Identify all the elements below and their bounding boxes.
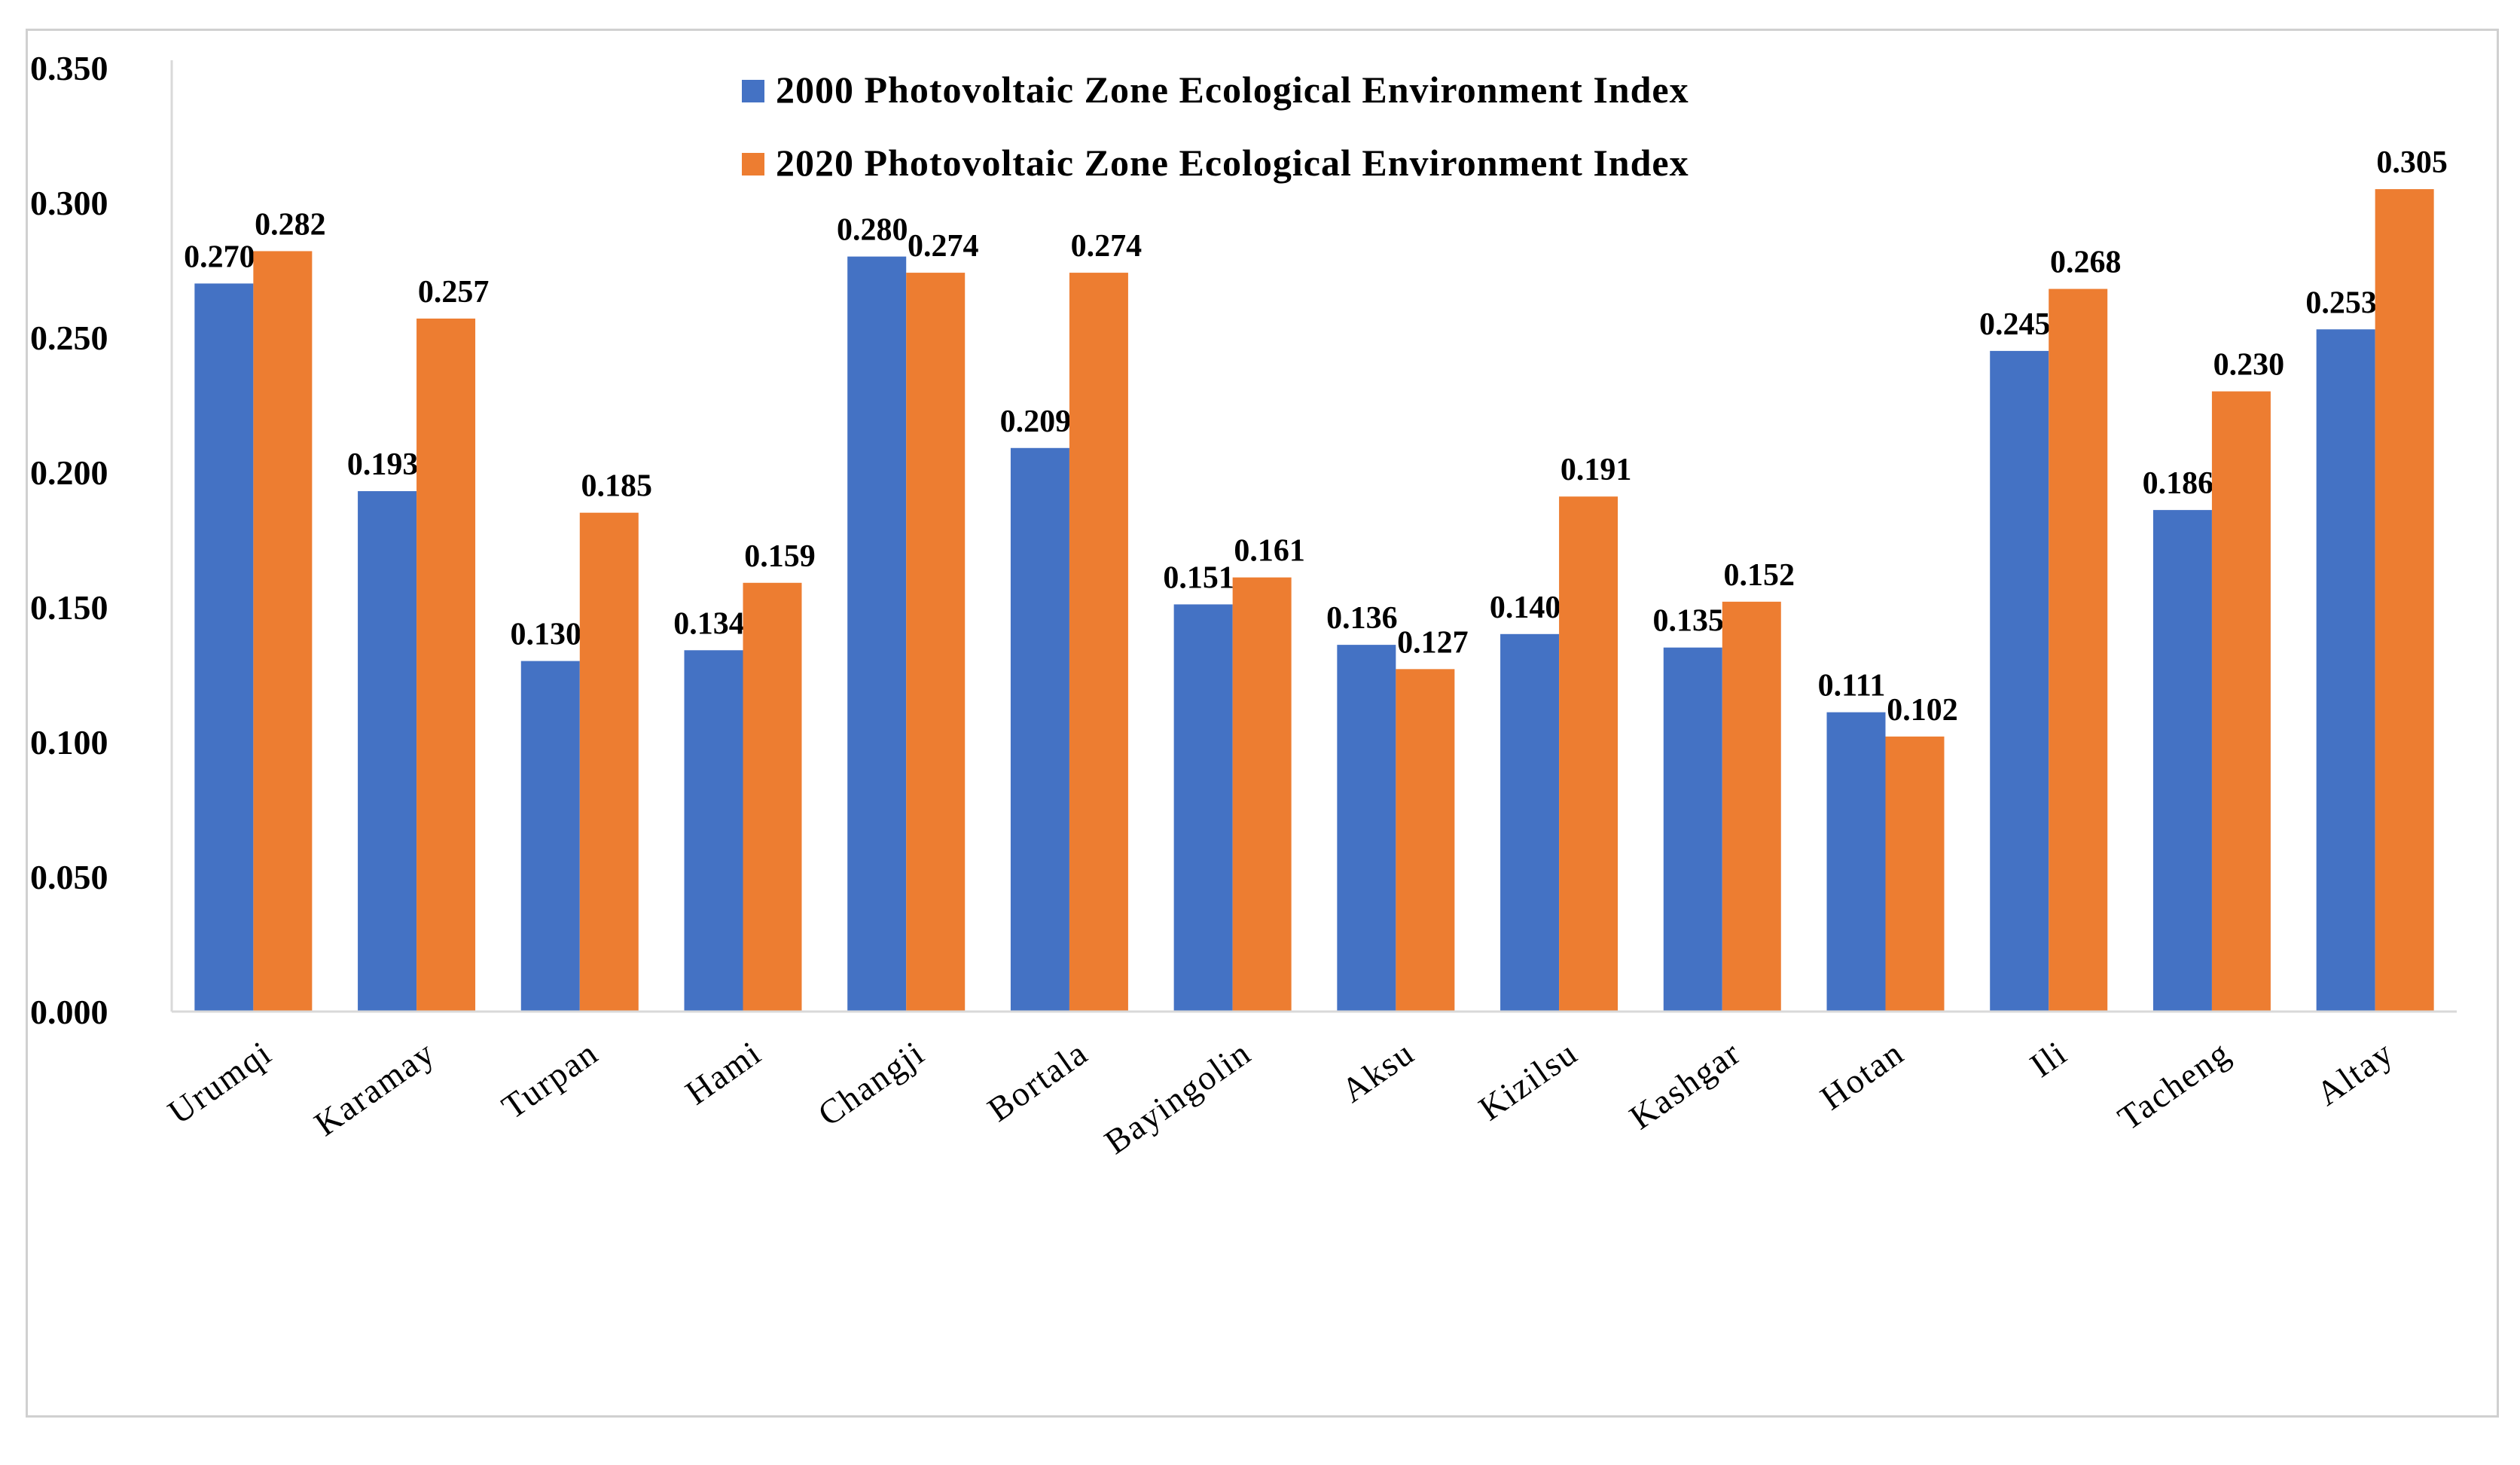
x-tick-label-ili: Ili bbox=[2023, 1033, 2074, 1085]
bar-tacheng-2000 bbox=[2152, 510, 2212, 1012]
data-label-karamay-2000: 0.193 bbox=[347, 447, 419, 482]
data-label-kizilsu-2000: 0.140 bbox=[1490, 591, 1561, 625]
y-tick-label: 0.050 bbox=[30, 858, 108, 896]
y-tick-label: 0.100 bbox=[30, 723, 108, 761]
x-tick-label-bortala: Bortala bbox=[981, 1033, 1095, 1128]
bar-hami-2000 bbox=[684, 650, 743, 1012]
x-tick-label-hotan: Hotan bbox=[1814, 1033, 1911, 1117]
chart-frame bbox=[26, 29, 2499, 1418]
bar-altay-2020 bbox=[2375, 189, 2434, 1012]
x-tick-label-kashgar: Kashgar bbox=[1622, 1033, 1747, 1137]
y-axis: 0.000 0.050 0.100 0.150 0.200 0.250 0.300 0.350 bbox=[30, 49, 173, 1031]
data-label-aksu-2000: 0.136 bbox=[1326, 601, 1398, 636]
y-tick-label: 0.150 bbox=[30, 588, 108, 627]
bar-hotan-2020 bbox=[1885, 736, 1945, 1012]
bar-bortala-2000 bbox=[1010, 447, 1069, 1012]
y-tick-label: 0.350 bbox=[30, 49, 108, 87]
legend-label-2020: 2020 Photovoltaic Zone Ecological Enviro… bbox=[776, 142, 1689, 184]
x-tick-label-kizilsu: Kizilsu bbox=[1472, 1033, 1585, 1128]
legend-swatch-2020 bbox=[742, 153, 764, 175]
data-label-changji-2020: 0.274 bbox=[908, 229, 979, 264]
bar-kizilsu-2000 bbox=[1500, 633, 1560, 1012]
y-tick-label: 0.250 bbox=[30, 319, 108, 357]
x-tick-label-urumqi: Urumqi bbox=[161, 1033, 279, 1131]
bar-ili-2000 bbox=[1990, 350, 2049, 1012]
data-label-urumqi-2000: 0.270 bbox=[184, 240, 255, 274]
y-tick-label: 0.200 bbox=[30, 453, 108, 492]
x-tick-label-karamay: Karamay bbox=[307, 1033, 442, 1143]
bar-bayingolin-2000 bbox=[1173, 604, 1233, 1012]
bar-bortala-2020 bbox=[1069, 273, 1128, 1012]
bar-urumqi-2020 bbox=[253, 251, 313, 1012]
bar-turpan-2020 bbox=[579, 512, 639, 1012]
bar-karamay-2020 bbox=[416, 318, 476, 1012]
data-label-bortala-2000: 0.209 bbox=[1000, 404, 1072, 439]
bar-changji-2020 bbox=[906, 273, 966, 1012]
bar-turpan-2000 bbox=[520, 661, 580, 1012]
bar-ili-2020 bbox=[2049, 288, 2108, 1012]
data-label-tacheng-2020: 0.230 bbox=[2213, 348, 2285, 383]
legend-label-2000: 2000 Photovoltaic Zone Ecological Enviro… bbox=[776, 69, 1689, 111]
data-label-bayingolin-2020: 0.161 bbox=[1234, 534, 1305, 569]
data-label-bayingolin-2000: 0.151 bbox=[1163, 560, 1234, 595]
bar-hotan-2000 bbox=[1826, 712, 1886, 1012]
bar-altay-2000 bbox=[2316, 329, 2375, 1012]
bar-tacheng-2020 bbox=[2211, 391, 2271, 1012]
data-label-tacheng-2000: 0.186 bbox=[2143, 466, 2214, 501]
data-label-changji-2000: 0.280 bbox=[837, 213, 908, 248]
x-tick-label-changji: Changji bbox=[811, 1033, 932, 1133]
bar-aksu-2020 bbox=[1396, 669, 1455, 1012]
x-axis: Urumqi Karamay Turpan Hami Changji Bortala Bay… bbox=[161, 1010, 2457, 1161]
y-tick-label: 0.300 bbox=[30, 184, 108, 222]
data-label-hotan-2020: 0.102 bbox=[1887, 693, 1958, 728]
y-tick-label: 0.000 bbox=[30, 993, 108, 1031]
data-label-ili-2020: 0.268 bbox=[2050, 246, 2122, 280]
legend-swatch-2000 bbox=[742, 80, 764, 102]
data-label-bortala-2020: 0.274 bbox=[1071, 229, 1143, 264]
bar-karamay-2000 bbox=[358, 491, 417, 1012]
data-label-aksu-2020: 0.127 bbox=[1397, 625, 1469, 660]
data-label-hami-2020: 0.159 bbox=[744, 539, 816, 574]
data-label-turpan-2020: 0.185 bbox=[581, 469, 653, 504]
bar-kashgar-2020 bbox=[1722, 601, 1781, 1012]
data-label-altay-2000: 0.253 bbox=[2305, 285, 2377, 320]
data-label-ili-2000: 0.245 bbox=[1979, 307, 2051, 342]
data-label-karamay-2020: 0.257 bbox=[418, 275, 490, 310]
bar-changji-2000 bbox=[847, 256, 907, 1012]
data-label-kashgar-2020: 0.152 bbox=[1724, 558, 1795, 593]
x-tick-label-bayingolin: Bayingolin bbox=[1097, 1033, 1258, 1161]
data-label-urumqi-2020: 0.282 bbox=[255, 207, 326, 242]
bar-urumqi-2000 bbox=[194, 283, 254, 1012]
bar-kizilsu-2020 bbox=[1559, 496, 1618, 1012]
bar-aksu-2000 bbox=[1337, 645, 1396, 1012]
bar-hami-2020 bbox=[743, 582, 802, 1012]
x-tick-label-tacheng: Tacheng bbox=[2111, 1033, 2238, 1137]
legend: 2000 Photovoltaic Zone Ecological Enviro… bbox=[742, 69, 1689, 184]
bar-bayingolin-2020 bbox=[1232, 577, 1292, 1012]
x-tick-label-hami: Hami bbox=[679, 1033, 769, 1112]
data-label-altay-2020: 0.305 bbox=[2376, 145, 2448, 180]
x-tick-label-turpan: Turpan bbox=[495, 1033, 606, 1126]
x-tick-label-altay: Altay bbox=[2309, 1033, 2400, 1112]
data-label-kashgar-2000: 0.135 bbox=[1653, 604, 1725, 639]
bar-kashgar-2000 bbox=[1663, 647, 1722, 1012]
data-label-kizilsu-2020: 0.191 bbox=[1561, 453, 1632, 487]
data-label-turpan-2000: 0.130 bbox=[511, 618, 582, 652]
x-tick-label-aksu: Aksu bbox=[1335, 1033, 1421, 1109]
data-label-hami-2000: 0.134 bbox=[673, 606, 745, 641]
data-label-hotan-2000: 0.111 bbox=[1818, 669, 1886, 704]
